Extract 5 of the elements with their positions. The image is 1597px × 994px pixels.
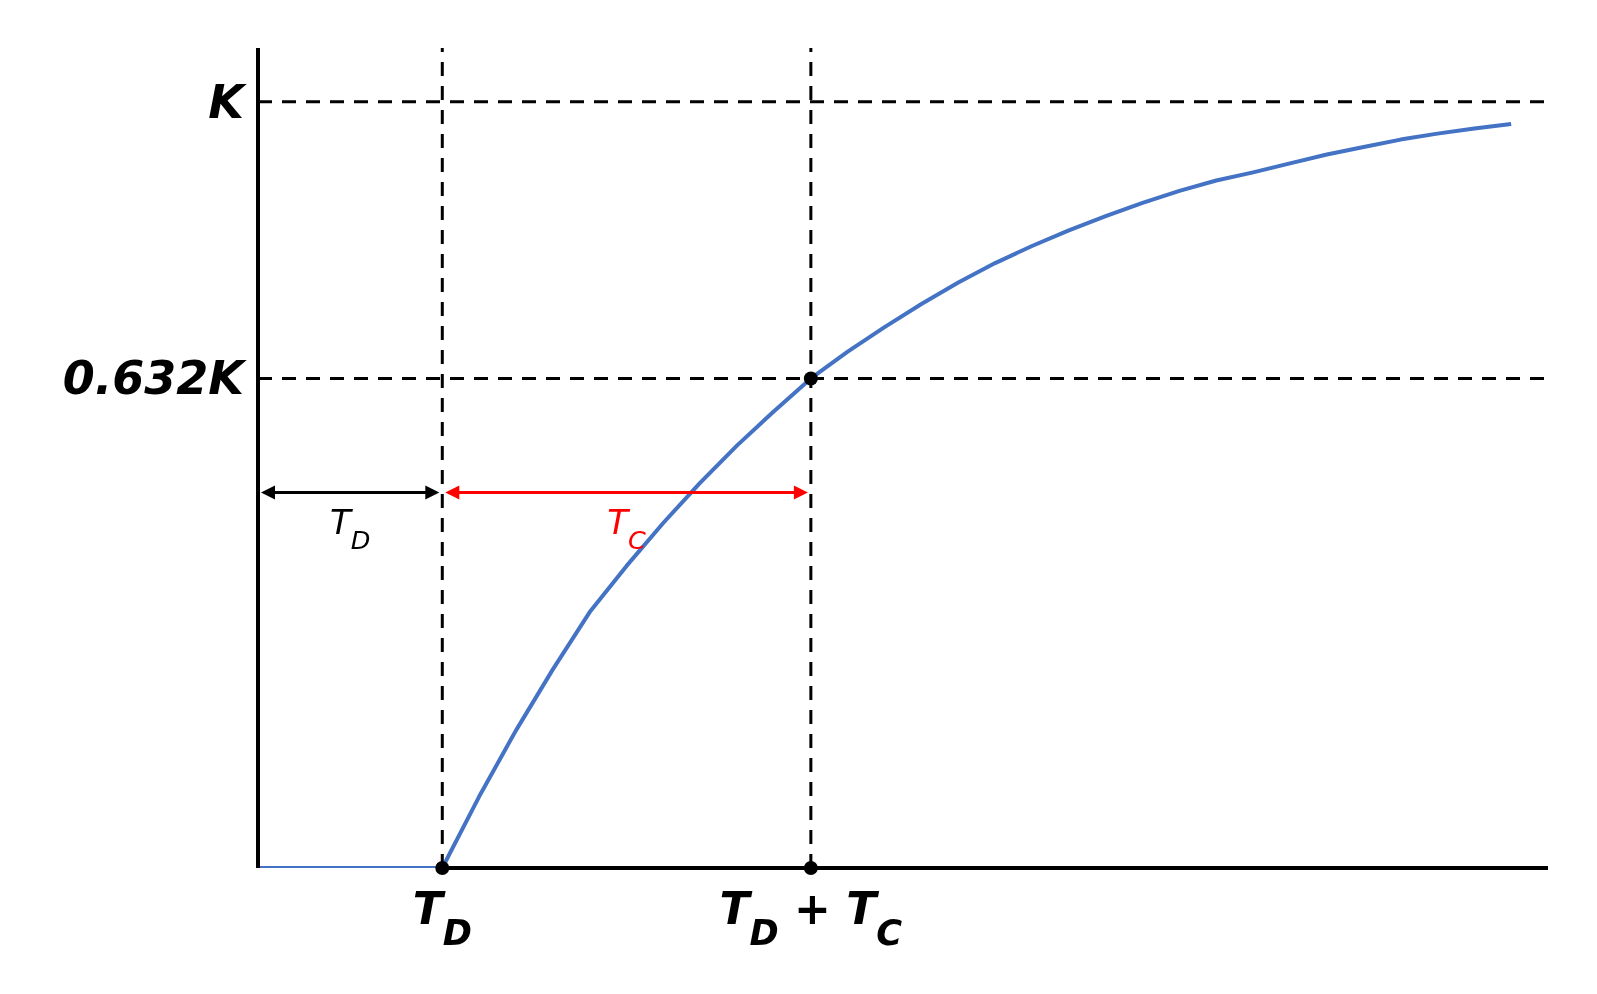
annotation: T$_{C}$ xyxy=(607,502,647,556)
ref-line-label: 0.632K xyxy=(62,351,248,406)
ref-line-label: K xyxy=(208,74,248,129)
x-tick-label: T$_{D}$ + T$_{C}$ xyxy=(719,883,903,953)
annotation: T$_{D}$ xyxy=(329,502,371,556)
